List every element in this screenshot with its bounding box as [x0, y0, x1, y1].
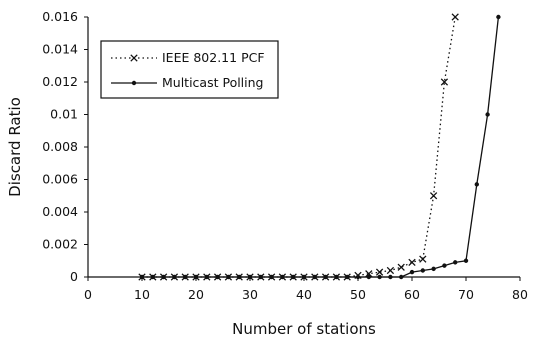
x-tick-label: 10 — [134, 287, 150, 302]
y-ticks: 0 0.002 0.004 0.006 0.008 0.01 0.012 0.014 0.016 — [42, 9, 88, 284]
series-1-point — [431, 266, 436, 272]
series-1-point — [377, 274, 382, 280]
series-1-point — [226, 274, 231, 280]
legend-pcf-x-marker-icon — [130, 54, 138, 62]
y-tick-label: 0.01 — [50, 107, 78, 122]
y-tick-label: 0 — [70, 269, 78, 284]
legend-box — [100, 40, 279, 99]
legend-pcf-label: IEEE 802.11 PCF — [162, 50, 265, 65]
y-tick-label: 0.008 — [42, 139, 78, 154]
series-1-point — [334, 274, 339, 280]
series-1-point — [172, 274, 177, 280]
legend-mp-marker — [131, 80, 137, 86]
series-0-point — [440, 78, 449, 86]
series-1-point — [474, 182, 479, 187]
series-0-point — [419, 255, 427, 263]
series-1-point — [269, 274, 274, 280]
x-tick-label: 50 — [350, 287, 366, 302]
series-1-point — [150, 274, 155, 280]
x-ticks: 0 10 20 30 40 50 60 70 80 — [84, 277, 528, 302]
series-0-point — [451, 13, 459, 21]
legend-mp-dot-marker-icon — [131, 80, 137, 86]
series-layer — [138, 13, 501, 281]
series-1-point — [366, 274, 371, 280]
series-1-point — [193, 274, 199, 280]
x-axis-title: Number of stations — [232, 320, 376, 338]
legend-pcf-marker — [130, 54, 138, 62]
y-tick-label: 0.012 — [42, 74, 78, 89]
series-0-point — [375, 268, 384, 276]
series-1-point — [258, 274, 263, 280]
series-1-point — [312, 274, 317, 280]
series-1-point — [247, 274, 253, 280]
legend-mp-label: Multicast Polling — [162, 75, 264, 90]
series-1-point — [183, 274, 188, 280]
series-0-point — [397, 263, 405, 271]
x-tick-label: 20 — [188, 287, 204, 302]
series-1-point — [463, 258, 469, 263]
series-1-point — [420, 268, 425, 273]
series-0-point — [408, 258, 416, 267]
series-1-point — [215, 274, 220, 280]
series-1-point — [161, 274, 166, 280]
series-0-point — [429, 192, 438, 200]
series-1-point — [280, 274, 285, 280]
legend: IEEE 802.11 PCF Multicast Polling — [100, 40, 279, 99]
series-1-point — [237, 274, 242, 280]
series-1-point — [496, 14, 501, 20]
series-1-point — [301, 274, 307, 280]
series-1-point — [345, 274, 350, 280]
y-tick-label: 0.016 — [42, 9, 78, 24]
series-1-point — [399, 274, 404, 280]
y-tick-label: 0.002 — [42, 237, 78, 252]
series-1-point — [139, 274, 145, 280]
series-0-point — [386, 266, 395, 275]
x-tick-label: 30 — [242, 287, 258, 302]
series-0-point — [365, 270, 373, 278]
series-1-point — [291, 274, 296, 280]
series-1-point — [442, 263, 447, 268]
series-1-point — [355, 274, 361, 280]
series-1-point — [485, 112, 490, 117]
x-tick-label: 60 — [404, 287, 420, 302]
y-tick-label: 0.014 — [42, 42, 78, 57]
series-1-point — [323, 274, 328, 280]
series-1-point — [388, 274, 393, 280]
series-line-1 — [142, 16, 500, 278]
x-tick-label: 70 — [458, 287, 474, 302]
y-axis-title: Discard Ratio — [6, 97, 24, 197]
y-tick-label: 0.006 — [42, 172, 78, 187]
series-1-point — [204, 274, 209, 280]
series-1-point — [453, 260, 458, 265]
series-1-point — [409, 269, 415, 275]
x-tick-label: 80 — [512, 287, 528, 302]
x-tick-label: 0 — [84, 287, 92, 302]
y-tick-label: 0.004 — [42, 204, 78, 219]
series-line-0 — [142, 16, 456, 278]
x-tick-label: 40 — [296, 287, 312, 302]
